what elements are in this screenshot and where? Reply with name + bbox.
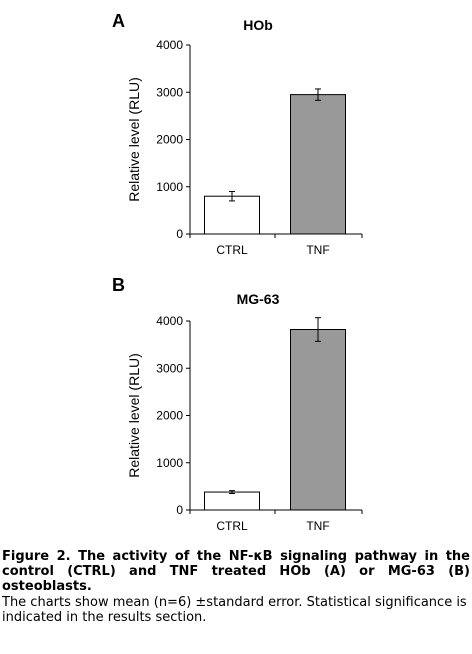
y-axis-label: Relative level (RLU) (126, 77, 142, 201)
bar-ctrl (204, 195, 260, 235)
figure-caption: Figure 2. The activity of the NF-κB sign… (2, 549, 470, 625)
bar-tnf (290, 329, 346, 511)
y-tick-label: 0 (176, 503, 183, 517)
chart-title: HOb (243, 17, 273, 33)
panel-letter: A (112, 11, 125, 31)
y-tick-label: 3000 (156, 361, 183, 375)
figure: A HOb Relative level (RLU) CTRL TNF 0 1000 2000… (112, 11, 363, 533)
y-tick-label: 2000 (156, 133, 183, 147)
chart-panel-b: B MG-63 Relative level (RLU) CTRL TNF 0 1000 20… (112, 275, 363, 533)
chart-panel-a: A HOb Relative level (RLU) CTRL TNF 0 1000 2000… (112, 11, 363, 257)
x-tick-label: TNF (306, 243, 329, 257)
caption-text: The charts show mean (n=6) ±standard err… (2, 595, 467, 625)
y-tick-label: 4000 (156, 314, 183, 328)
x-tick-label: CTRL (216, 519, 248, 533)
bar-ctrl (204, 491, 260, 511)
y-tick-label: 4000 (156, 38, 183, 52)
y-tick-label: 1000 (156, 180, 183, 194)
y-tick-label: 1000 (156, 456, 183, 470)
x-tick-label: TNF (306, 519, 329, 533)
x-tick-label: CTRL (216, 243, 248, 257)
y-tick-label: 3000 (156, 85, 183, 99)
y-tick-label: 0 (176, 227, 183, 241)
y-tick-label: 2000 (156, 409, 183, 423)
y-axis-label: Relative level (RLU) (126, 353, 142, 477)
panel-letter: B (112, 275, 125, 295)
caption-title: Figure 2. The activity of the NF-κB sign… (2, 549, 470, 594)
bar-tnf (290, 94, 346, 235)
chart-title: MG-63 (237, 291, 280, 307)
